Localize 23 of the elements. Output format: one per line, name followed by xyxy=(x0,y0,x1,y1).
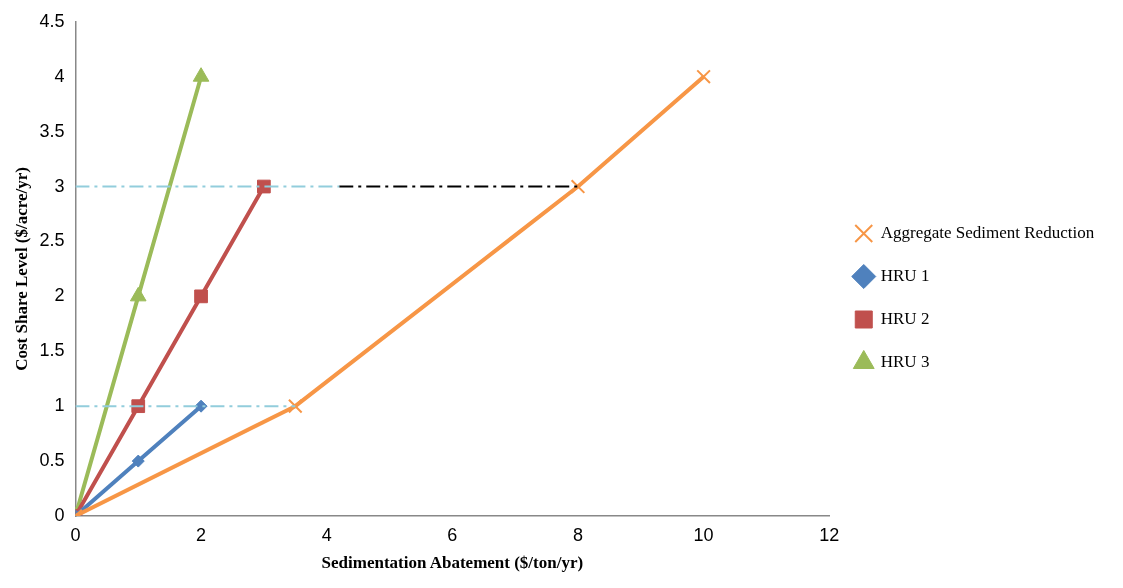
y-tick-label: 0 xyxy=(54,504,65,525)
y-tick-label: 0.5 xyxy=(39,450,65,471)
x-tick-label: 6 xyxy=(447,524,458,545)
y-tick-label: 2 xyxy=(54,285,65,306)
x-tick-label: 10 xyxy=(693,524,714,545)
x-tick-label: 8 xyxy=(572,524,583,545)
legend-label: HRU 2 xyxy=(880,308,930,328)
y-tick-label: 3 xyxy=(54,175,65,196)
x-axis-title: Sedimentation Abatement ($/ton/yr) xyxy=(321,553,584,573)
y-tick-label: 3.5 xyxy=(39,120,65,141)
y-tick-label: 2.5 xyxy=(39,230,65,251)
y-axis-title: Cost Share Level ($/acre/yr) xyxy=(11,167,31,371)
y-tick-label: 4 xyxy=(54,65,65,86)
legend-label: Aggregate Sediment Reduction xyxy=(880,222,1095,242)
x-tick-label: 12 xyxy=(819,524,840,545)
x-tick-label: 2 xyxy=(196,524,207,545)
x-tick-label: 0 xyxy=(70,524,81,545)
y-tick-label: 4.5 xyxy=(39,10,65,31)
legend-label: HRU 3 xyxy=(880,351,930,371)
y-tick-label: 1 xyxy=(54,395,65,416)
y-tick-label: 1.5 xyxy=(39,340,65,361)
x-tick-label: 4 xyxy=(321,524,332,545)
legend-label: HRU 1 xyxy=(880,265,930,285)
